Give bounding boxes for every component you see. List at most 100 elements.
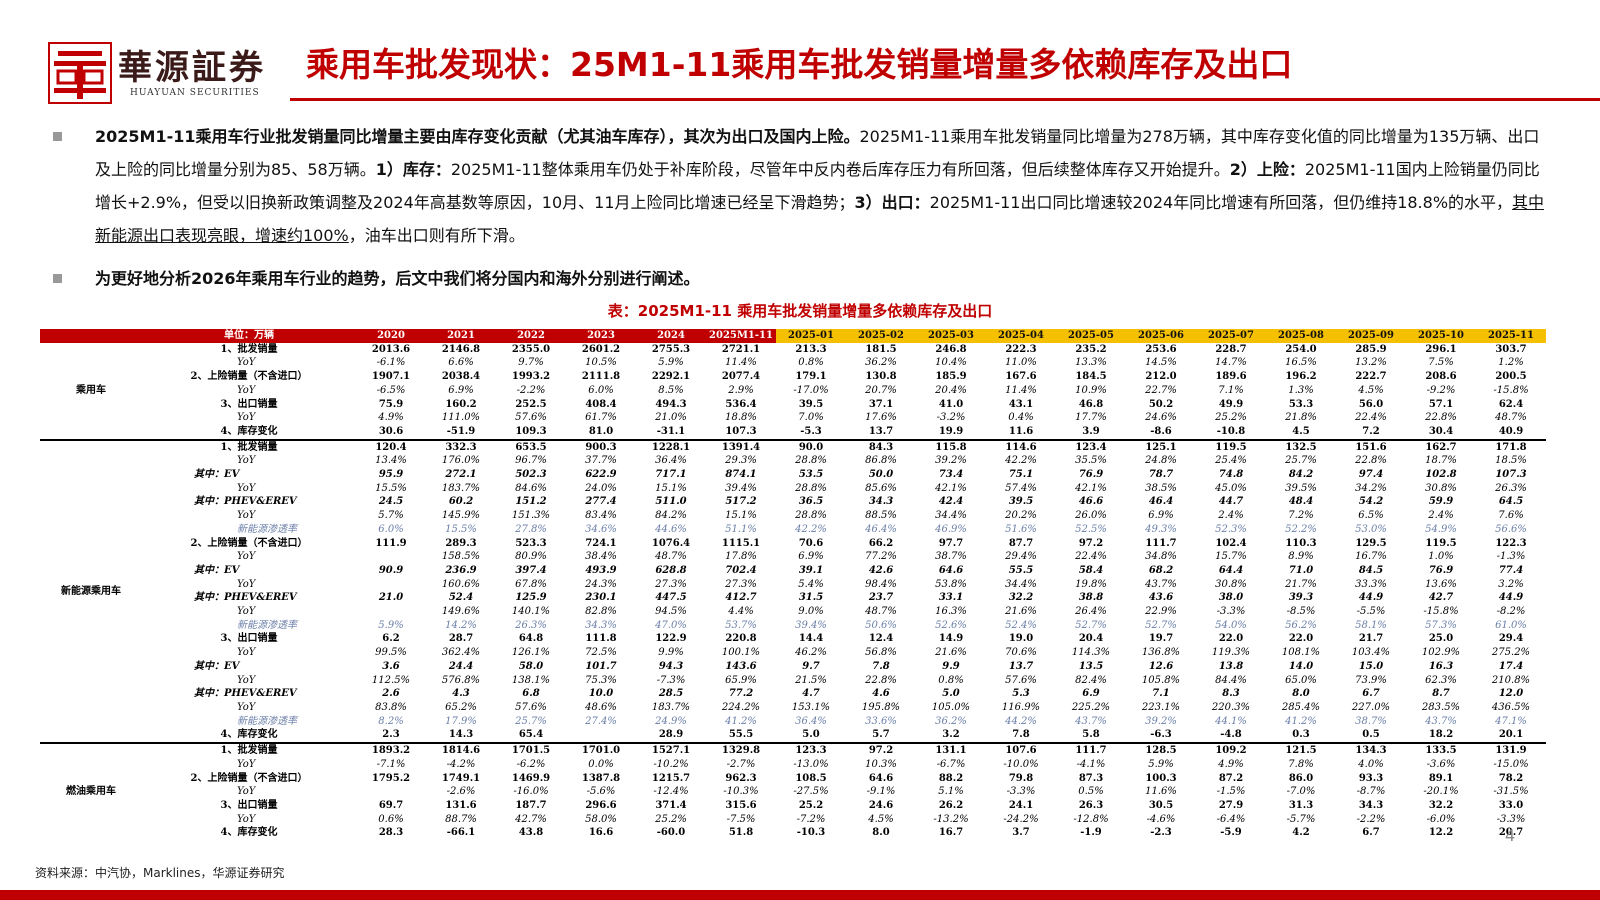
table-cell: -9.1%	[866, 786, 896, 798]
table-cell: 48.7%	[1495, 412, 1527, 424]
table-cell: 12.0	[1498, 688, 1524, 700]
table-cell: -12.8%	[1073, 813, 1109, 825]
table-cell: 3.6	[382, 660, 400, 672]
table-cell: 107.3	[725, 425, 757, 437]
table-cell: 19.9	[938, 425, 964, 437]
table-cell: 2.4%	[1428, 510, 1454, 522]
table-cell: 196.2	[1285, 371, 1317, 383]
table-cell: 84.6%	[515, 482, 547, 494]
table-cell: 75.1	[1008, 469, 1034, 481]
table-cell: 65.4	[518, 729, 544, 741]
table-cell: 39.4%	[795, 619, 827, 631]
table-cell: 90.9	[378, 564, 404, 576]
table-cell: 57.4%	[1005, 482, 1037, 494]
table-cell: 184.5	[1075, 371, 1107, 383]
table-cell: -5.5%	[1356, 606, 1386, 618]
table-cell: 2077.4	[721, 371, 761, 383]
table-cell: 43.7%	[1425, 715, 1457, 727]
table-cell: 151.3%	[511, 510, 551, 522]
table-cell: 149.6%	[441, 606, 481, 618]
table-cell: 44.9	[1358, 592, 1384, 604]
column-header: 2025-10	[1406, 329, 1476, 343]
table-cell: -2.2%	[1356, 813, 1386, 825]
table-cell: 65.2%	[445, 701, 477, 713]
column-header: 2025-01	[776, 329, 846, 343]
table-cell: 25.4%	[1215, 455, 1247, 467]
logo-subtitle: HUAYUAN SECURITIES	[130, 88, 260, 98]
table-cell: -2.7%	[726, 758, 756, 770]
table-cell: 72.5%	[585, 647, 617, 659]
table-cell: 2.4%	[1218, 510, 1244, 522]
table-cell: 5.1%	[938, 786, 964, 798]
table-cell: 18.7%	[1425, 455, 1457, 467]
table-cell: -10.3	[796, 827, 826, 839]
table-cell: 6.7	[1362, 827, 1380, 839]
table-cell: 34.4%	[1005, 578, 1037, 590]
table-cell: 131.9	[1476, 742, 1546, 758]
table-cell: 109.2	[1196, 742, 1266, 758]
table-cell: 230.1	[585, 592, 617, 604]
table-cell: 1749.1	[441, 772, 481, 784]
table-cell: 27.4%	[585, 715, 617, 727]
table-cell: 412.7	[725, 592, 757, 604]
group-label: 新能源乘用车	[40, 438, 142, 744]
table-cell: 102.4	[1215, 537, 1247, 549]
table-cell: 26.3	[1078, 799, 1104, 811]
table-cell: 100.1%	[721, 647, 761, 659]
table-cell: 50.0	[868, 469, 894, 481]
table-row: YoY 160.6% 67.8% 24.3% 27.3% 27.3% 5.4% 98.4% 53…	[40, 578, 1546, 592]
table-cell: 12.4	[868, 633, 894, 645]
bullet-text: 2025M1-11乘用车行业批发销量同比增量主要由库存变化贡献（尤其油车库存），…	[95, 127, 860, 146]
bullet-text: 2025M1-11整体乘用车仍处于补库阶段，尽管年中反内卷后库存压力有所回落，但…	[450, 160, 1230, 179]
table-cell: 80.9%	[515, 551, 547, 563]
table-cell: 19.0	[1008, 633, 1034, 645]
table-cell: 21.5%	[795, 674, 827, 686]
footer-bar	[0, 890, 1600, 900]
column-header: 2025-03	[916, 329, 986, 343]
table-row: 4、库存变化 30.6 -51.9 109.3 81.0 -31.1 107.3 -5.3 13…	[40, 425, 1546, 440]
table-cell: 0.0%	[588, 758, 614, 770]
table-cell: 59.9	[1428, 496, 1454, 508]
table-cell: 8.3	[1222, 688, 1240, 700]
table-cell: 123.3	[776, 742, 846, 758]
row-label: YoY	[237, 674, 256, 686]
table-cell: 27.3%	[725, 578, 757, 590]
table-cell: 29.4	[1498, 633, 1524, 645]
table-cell: -10.2%	[653, 758, 689, 770]
table-cell: 21.7	[1358, 633, 1384, 645]
table-cell: 97.2	[1078, 537, 1104, 549]
table-cell: 576.8%	[441, 674, 481, 686]
table-cell: 97.2	[846, 742, 916, 758]
table-row: YoY 158.5% 80.9% 38.4% 48.7% 17.8% 6.9% 77.2% 38…	[40, 550, 1546, 564]
table-row: 4、库存变化 2.3 14.3 65.4 28.9 55.5 5.0 5.7 3.2 7.8 5.8…	[40, 728, 1546, 743]
table-cell: 11.6	[1008, 425, 1034, 437]
table-cell: 53.3	[1288, 398, 1314, 410]
table-cell: -15.0%	[1493, 758, 1529, 770]
table-cell: 52.4%	[1005, 619, 1037, 631]
table-cell: 4.5%	[1358, 384, 1384, 396]
row-label: 1、批发销量	[142, 438, 356, 455]
table-cell: 225.2%	[1071, 701, 1111, 713]
table-cell: 70.6	[798, 537, 824, 549]
table-cell: 24.1	[1008, 799, 1034, 811]
table-cell: 39.4%	[725, 482, 757, 494]
table-cell: 7.1	[1152, 688, 1170, 700]
table-cell: 220.8	[725, 633, 757, 645]
table-cell: 54.9%	[1425, 523, 1457, 535]
table-cell: 38.7%	[1355, 715, 1387, 727]
table-cell: 145.9%	[441, 510, 481, 522]
table-cell: 32.2	[1008, 592, 1034, 604]
table-cell: 18.2	[1428, 729, 1454, 741]
table-cell: 28.3	[378, 827, 404, 839]
table-cell: 53.0%	[1355, 523, 1387, 535]
group-label: 乘用车	[76, 384, 106, 396]
table-cell: 111.0%	[441, 412, 481, 424]
table-cell: 38.7%	[935, 551, 967, 563]
table-cell: 114.6	[986, 438, 1056, 455]
row-label: YoY	[237, 510, 256, 522]
table-cell: 10.9%	[1075, 384, 1107, 396]
table-row: 其中：EV 3.6 24.4 58.0 101.7 94.3 143.6 9.7 7.8 9.9 1…	[40, 660, 1546, 674]
table-cell: 44.6%	[655, 523, 687, 535]
table-cell: -66.1	[446, 827, 476, 839]
table-cell: 102.8	[1425, 469, 1457, 481]
